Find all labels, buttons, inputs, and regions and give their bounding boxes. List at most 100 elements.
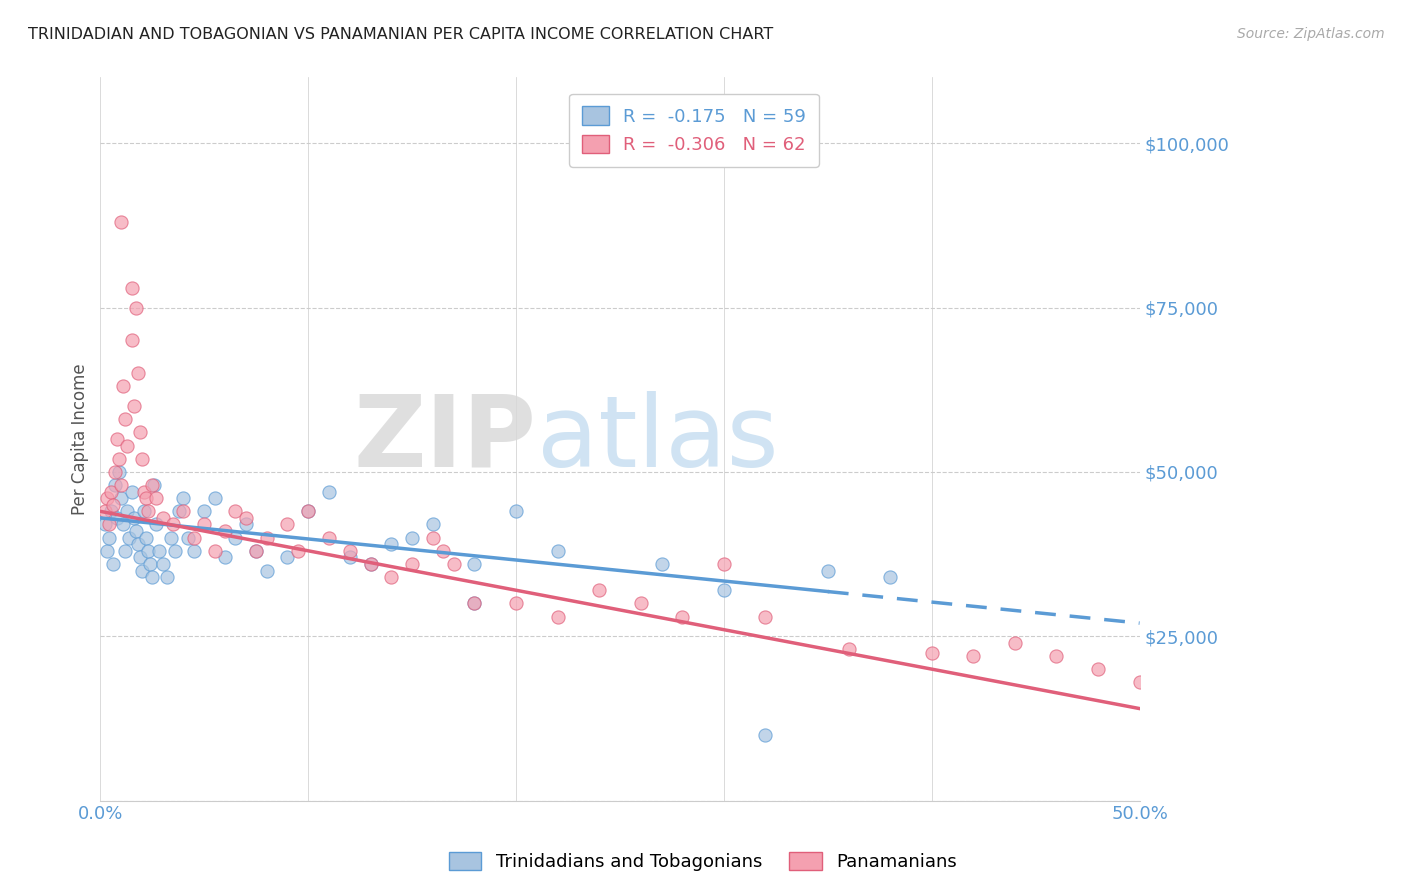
Point [122,511,145,525]
Point [96,543,118,558]
Point [235,511,257,525]
Point [104,478,127,492]
Point [117,504,139,518]
Text: ZIP: ZIP [354,391,537,488]
Point [135,491,157,506]
Point [713,583,735,598]
Point [401,557,423,571]
Point [132,484,155,499]
Point [127,366,149,380]
Point [100,484,122,499]
Point [122,399,145,413]
Point [141,478,163,492]
Point [108,465,131,479]
Point [276,517,298,532]
Point [131,451,153,466]
Point [108,451,131,466]
Point [547,609,569,624]
Point [224,504,246,518]
Point [101,498,124,512]
Point [235,517,257,532]
Point [224,531,246,545]
Point [125,301,148,315]
Point [505,596,527,610]
Point [193,517,215,532]
Point [105,432,128,446]
Text: Source: ZipAtlas.com: Source: ZipAtlas.com [1237,27,1385,41]
Legend: R =  -0.175   N = 59, R =  -0.306   N = 62: R = -0.175 N = 59, R = -0.306 N = 62 [569,94,818,167]
Text: TRINIDADIAN AND TOBAGONIAN VS PANAMANIAN PER CAPITA INCOME CORRELATION CHART: TRINIDADIAN AND TOBAGONIAN VS PANAMANIAN… [28,27,773,42]
Point [148,543,170,558]
Point [145,517,167,532]
Point [214,524,236,538]
Point [112,517,135,532]
Point [132,504,155,518]
Point [318,531,340,545]
Point [183,543,205,558]
Point [135,531,157,545]
Point [401,531,423,545]
Point [112,379,135,393]
Point [114,412,136,426]
Point [297,504,319,518]
Point [176,531,198,545]
Point [287,543,309,558]
Point [173,491,195,506]
Point [156,570,179,584]
Point [422,531,444,545]
Point [173,504,195,518]
Point [339,550,361,565]
Point [713,557,735,571]
Point [256,564,278,578]
Point [754,728,776,742]
Point [183,531,205,545]
Point [165,543,187,558]
Point [463,596,485,610]
Point [160,531,183,545]
Point [422,517,444,532]
Point [131,564,153,578]
Point [463,557,485,571]
Point [128,550,150,565]
Point [1087,662,1109,676]
Point [93,517,115,532]
Point [245,543,267,558]
Point [97,517,120,532]
Point [1004,636,1026,650]
Point [318,484,340,499]
Point [256,531,278,545]
Point [127,537,149,551]
Point [630,596,652,610]
Point [97,531,120,545]
Point [838,642,860,657]
Point [651,557,673,571]
Point [962,648,984,663]
Point [128,425,150,440]
Point [921,646,943,660]
Point [339,543,361,558]
Point [443,557,465,571]
Legend: Trinidadians and Tobagonians, Panamanians: Trinidadians and Tobagonians, Panamanian… [441,845,965,879]
Point [114,543,136,558]
Point [193,504,215,518]
Point [1129,675,1152,690]
Point [547,543,569,558]
Point [505,504,527,518]
Point [754,609,776,624]
Point [121,484,143,499]
Point [297,504,319,518]
Point [432,543,454,558]
Point [110,478,132,492]
Point [169,504,191,518]
Point [276,550,298,565]
Point [136,504,159,518]
Point [360,557,382,571]
Point [104,465,127,479]
Point [100,504,122,518]
Point [141,570,163,584]
Point [204,491,226,506]
Point [214,550,236,565]
Point [139,557,162,571]
Point [93,504,115,518]
Point [360,557,382,571]
